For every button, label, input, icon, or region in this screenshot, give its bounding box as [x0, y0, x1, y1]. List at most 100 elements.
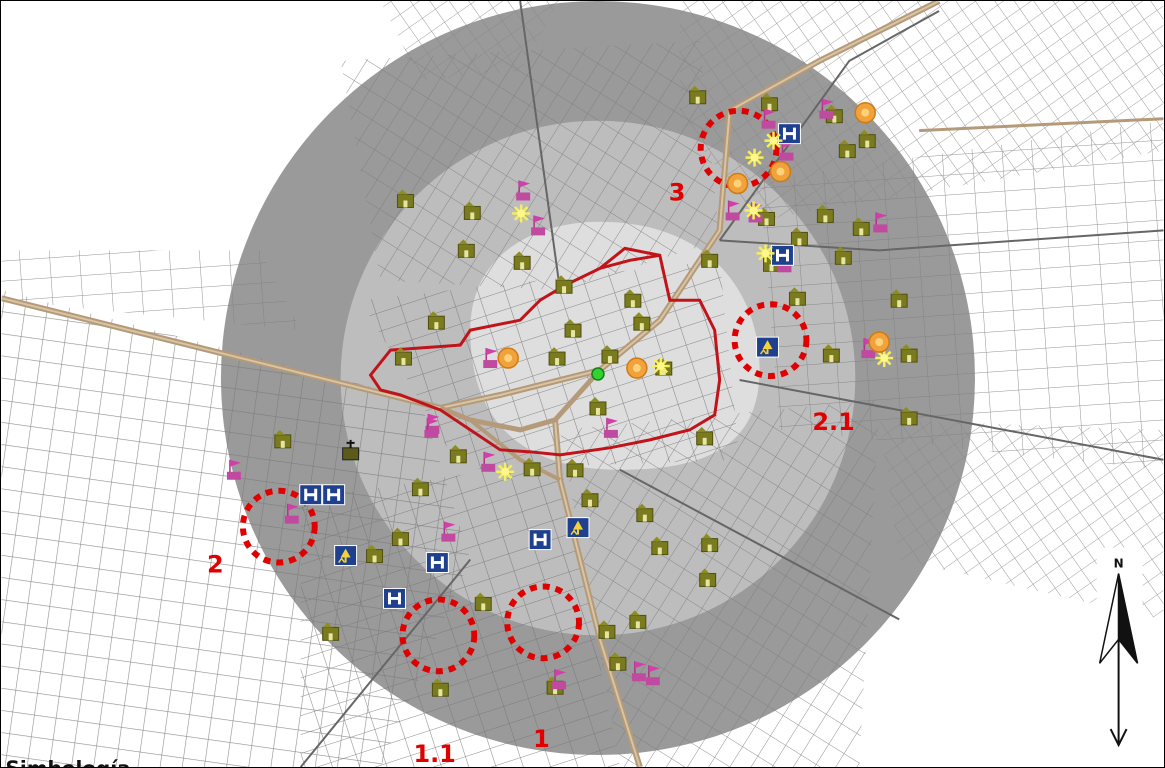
school-building-icon — [834, 246, 852, 265]
orange-circle-icon — [497, 347, 519, 369]
park-icon — [334, 545, 358, 567]
highlight-circle-2 — [239, 487, 318, 566]
school-building-icon — [900, 406, 918, 426]
school-building-icon — [858, 129, 876, 149]
flag-marker-icon — [603, 417, 618, 438]
flag-marker-icon — [226, 459, 241, 480]
hospital-icon — [771, 244, 794, 266]
school-building-icon — [555, 275, 573, 294]
flag-marker-icon — [631, 661, 646, 682]
school-building-icon — [651, 536, 669, 556]
school-building-icon — [624, 289, 642, 308]
school-building-icon — [788, 287, 806, 306]
hospital-icon — [383, 587, 406, 609]
school-building-icon — [474, 592, 492, 611]
school-building-icon — [601, 345, 619, 364]
hospital-icon — [425, 552, 449, 574]
flag-marker-icon — [483, 348, 498, 369]
school-building-icon — [822, 344, 840, 363]
school-building-icon — [609, 652, 627, 671]
school-building-icon — [701, 533, 719, 553]
school-building-icon — [449, 444, 467, 464]
school-building-icon — [427, 311, 445, 330]
hospital-icon — [322, 484, 346, 506]
school-building-icon — [566, 458, 584, 478]
north-arrow-icon: N — [1096, 547, 1143, 758]
school-building-icon — [633, 312, 651, 331]
school-building-icon — [463, 201, 481, 220]
orange-circle-icon — [769, 160, 792, 183]
school-building-icon — [701, 249, 719, 268]
flag-marker-icon — [284, 503, 299, 524]
school-building-icon — [900, 344, 918, 363]
school-building-icon — [457, 239, 475, 258]
flag-marker-icon — [552, 669, 567, 690]
flag-marker-icon — [761, 108, 776, 129]
north-label: N — [1114, 557, 1124, 571]
church-icon — [342, 439, 360, 461]
star-burst-icon — [745, 148, 764, 167]
flag-marker-icon — [531, 215, 546, 236]
highlight-circle-3 — [697, 107, 780, 190]
school-building-icon — [699, 568, 717, 587]
zone-label-3: 3 — [669, 178, 686, 206]
school-building-icon — [274, 429, 292, 449]
flag-marker-icon — [819, 98, 834, 119]
flag-marker-icon — [516, 180, 531, 201]
hospital-icon — [299, 484, 323, 506]
highlight-circles — [239, 107, 810, 675]
school-building-icon — [391, 527, 409, 547]
highlight-circle-1-1 — [399, 596, 478, 675]
orange-circle-icon — [854, 101, 876, 124]
orange-circle-icon — [626, 357, 648, 379]
school-building-icon — [396, 189, 414, 208]
school-building-icon — [816, 204, 834, 223]
school-building-icon — [629, 610, 647, 629]
star-burst-icon — [496, 462, 515, 481]
school-building-icon — [838, 139, 856, 159]
orange-circle-icon — [726, 172, 749, 195]
school-building-icon — [890, 289, 908, 308]
school-building-icon — [431, 678, 449, 697]
star-burst-icon — [744, 201, 763, 220]
flag-marker-icon — [424, 417, 439, 438]
school-building-icon — [852, 217, 870, 236]
poi-layer — [226, 85, 918, 697]
school-building-icon — [636, 503, 654, 523]
school-building-icon — [581, 488, 599, 508]
center-point-marker — [591, 367, 605, 381]
zone-label-1: 1 — [533, 725, 550, 753]
zone-label-2: 2 — [207, 551, 224, 579]
flag-marker-icon — [481, 451, 496, 472]
park-icon — [566, 517, 590, 539]
star-burst-icon — [651, 357, 670, 376]
school-building-icon — [589, 396, 607, 416]
highlight-circle-2-1 — [731, 301, 810, 380]
school-building-icon — [411, 477, 429, 497]
flag-marker-icon — [725, 200, 740, 221]
flag-marker-icon — [441, 521, 456, 542]
star-burst-icon — [512, 204, 531, 223]
school-building-icon — [598, 620, 616, 639]
flag-marker-icon — [873, 212, 888, 233]
zone-label-2-1: 2.1 — [812, 408, 854, 436]
school-building-icon — [523, 457, 541, 477]
flag-marker-icon — [645, 665, 660, 686]
school-building-icon — [790, 227, 808, 246]
hospital-icon — [528, 529, 552, 551]
school-building-icon — [689, 85, 707, 105]
legend-title: Simbología — [6, 756, 131, 768]
school-building-icon — [322, 622, 340, 641]
zone-labels: 1 1.1 2 2.1 3 — [207, 178, 855, 768]
school-building-icon — [548, 347, 566, 366]
school-building-icon — [513, 251, 531, 270]
zone-label-1-1: 1.1 — [413, 740, 455, 768]
orange-circle-icon — [868, 331, 890, 353]
star-burst-icon — [764, 131, 783, 150]
star-burst-icon — [756, 244, 775, 263]
highlight-circle-1 — [504, 583, 583, 662]
school-building-icon — [366, 544, 384, 564]
school-building-icon — [696, 426, 714, 446]
park-icon — [756, 336, 779, 358]
